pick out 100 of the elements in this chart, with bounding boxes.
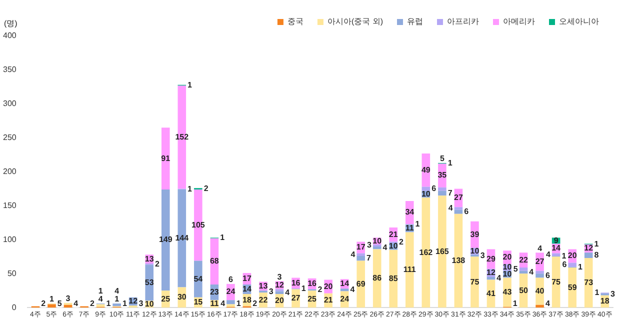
data-label: 15 xyxy=(194,298,204,307)
data-label: 12 xyxy=(275,280,284,290)
data-label: 24 xyxy=(226,287,236,296)
data-label: 75 xyxy=(552,277,562,286)
data-label: 6 xyxy=(228,275,234,284)
data-label: 59 xyxy=(568,282,578,292)
y-tick-label: 0 xyxy=(12,302,17,312)
data-label: 12 xyxy=(128,296,138,306)
data-label: 5 xyxy=(513,264,518,274)
data-label: 1 xyxy=(415,220,420,229)
data-label: 4 xyxy=(382,243,388,252)
data-label: 85 xyxy=(388,274,398,283)
data-label: 2 xyxy=(90,298,95,308)
data-label: 4 xyxy=(350,285,356,294)
data-label: 49 xyxy=(421,165,431,174)
data-label: 14 xyxy=(552,244,562,253)
y-tick-label: 300 xyxy=(2,99,17,108)
data-label: 40 xyxy=(535,286,545,296)
data-label: 111 xyxy=(403,265,416,274)
data-label: 35 xyxy=(438,170,448,180)
data-label: 6 xyxy=(464,207,470,216)
data-label: 14 xyxy=(242,284,252,294)
data-label: 2 xyxy=(204,184,209,193)
data-label: 24 xyxy=(340,294,350,304)
data-label: 25 xyxy=(161,294,171,304)
data-label: 1 xyxy=(301,284,306,294)
data-label: 7 xyxy=(448,188,453,198)
data-label: 50 xyxy=(519,286,529,295)
data-label: 1 xyxy=(106,298,112,308)
data-label: 20 xyxy=(324,282,334,291)
data-label: 53 xyxy=(144,278,154,288)
data-label: 1 xyxy=(594,239,600,248)
data-label: 4 xyxy=(114,286,120,296)
data-label: 69 xyxy=(356,279,366,288)
data-label: 1 xyxy=(122,298,128,308)
legend-label: 아프리카 xyxy=(447,17,479,26)
data-label: 13 xyxy=(144,254,154,264)
data-label: 10 xyxy=(421,189,431,198)
data-label: 4 xyxy=(285,288,290,297)
data-label: 18 xyxy=(242,295,252,304)
data-label: 2 xyxy=(252,298,258,308)
data-label: 21 xyxy=(324,296,334,305)
data-label: 4 xyxy=(448,204,454,213)
y-tick-label: 350 xyxy=(2,65,17,74)
y-tick-label: 200 xyxy=(2,167,17,176)
data-label: 41 xyxy=(486,288,496,298)
data-label: 1 xyxy=(236,298,242,308)
data-label: 2 xyxy=(399,238,404,247)
y-tick-label: 50 xyxy=(7,268,17,278)
data-label: 8 xyxy=(594,250,600,260)
data-label: 1 xyxy=(114,294,120,304)
data-label: 6 xyxy=(562,260,568,270)
data-label: 1 xyxy=(562,252,567,261)
data-label: 68 xyxy=(210,256,220,266)
data-label: 27 xyxy=(454,193,464,202)
data-label: 20 xyxy=(502,252,512,262)
data-label: 11 xyxy=(405,224,414,233)
data-label: 20 xyxy=(568,251,578,260)
data-label: 1 xyxy=(188,184,193,194)
data-label: 1 xyxy=(220,233,226,242)
data-label: 9 xyxy=(554,236,559,245)
legend-label: 오세아니아 xyxy=(559,17,599,26)
data-label: 2 xyxy=(41,298,46,308)
data-label: 10 xyxy=(388,242,398,251)
data-label: 10 xyxy=(502,262,512,272)
data-label: 5 xyxy=(57,298,62,308)
data-label: 10 xyxy=(470,246,480,256)
data-label: 3 xyxy=(138,298,144,308)
data-label: 10 xyxy=(144,299,154,308)
data-label: 105 xyxy=(191,220,206,230)
data-label: 4 xyxy=(496,274,502,283)
data-label: 138 xyxy=(452,256,466,265)
data-label: 86 xyxy=(372,274,382,283)
y-tick-label: 100 xyxy=(2,234,17,244)
y-tick-label: 250 xyxy=(2,133,17,142)
legend-label: 아메리카 xyxy=(503,17,535,26)
data-label: 22 xyxy=(258,295,268,304)
data-label: 18 xyxy=(600,296,610,306)
legend-label: 중국 xyxy=(287,17,304,26)
data-label: 12 xyxy=(486,268,496,278)
data-label: 162 xyxy=(419,248,434,257)
data-label: 1 xyxy=(448,158,453,168)
data-label: 2 xyxy=(318,285,323,294)
data-label: 73 xyxy=(584,278,594,288)
y-tick-label: 400 xyxy=(2,31,17,40)
data-label: 4 xyxy=(98,294,104,304)
data-label: 6 xyxy=(432,184,437,193)
data-label: 14 xyxy=(340,279,350,288)
data-label: 12 xyxy=(584,244,594,253)
data-label: 4 xyxy=(74,298,79,308)
data-label: 22 xyxy=(519,255,529,264)
y-tick-label: 150 xyxy=(2,200,17,210)
data-label: 17 xyxy=(242,274,252,283)
data-label: 1 xyxy=(188,80,193,90)
data-label: 1 xyxy=(50,294,55,304)
data-label: 75 xyxy=(470,277,480,286)
data-label: 29 xyxy=(486,254,496,264)
data-label: 23 xyxy=(210,288,220,297)
data-label: 91 xyxy=(161,154,171,163)
y-axis-title: (명) xyxy=(4,19,18,28)
